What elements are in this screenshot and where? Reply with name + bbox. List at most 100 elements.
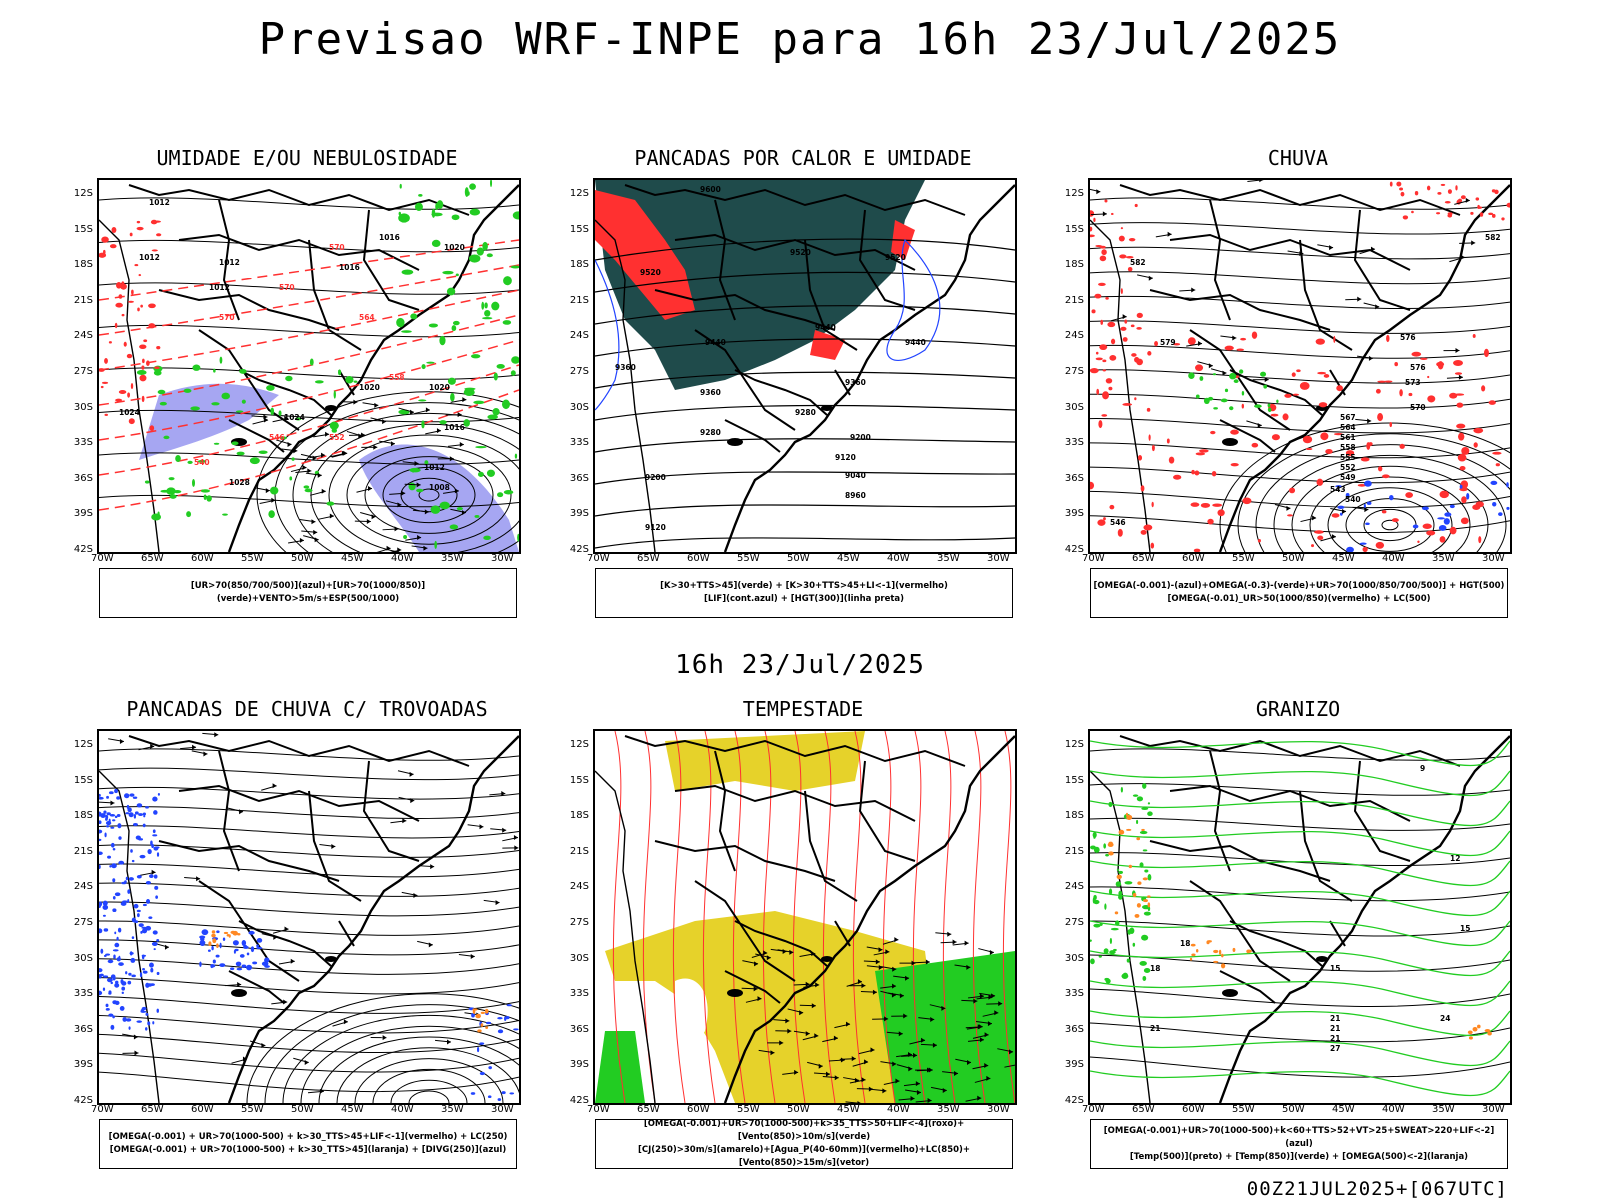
wind-arrowhead — [302, 465, 307, 471]
contour-value-label: 9200 — [645, 473, 666, 482]
storm-mark-blue — [116, 813, 121, 817]
rain-fill-red — [1427, 395, 1436, 403]
storm-mark-blue — [105, 1003, 109, 1008]
storm-mark-blue — [112, 1000, 118, 1005]
valid-time-title: 16h 23/Jul/2025 — [675, 650, 925, 680]
thickness-label-mark — [99, 368, 105, 372]
omega-mark-orange — [1116, 874, 1122, 880]
contour-line — [99, 844, 519, 858]
storm-mark-blue — [131, 936, 135, 940]
contour-value-label: 1012 — [209, 283, 230, 292]
rain-fill-red — [1148, 434, 1151, 441]
border-line — [724, 419, 781, 453]
rain-fill-red — [1360, 457, 1370, 462]
storm-mark-blue — [103, 810, 107, 814]
rain-fill-red — [1125, 256, 1134, 259]
storm-mark-blue — [106, 812, 111, 816]
temp850-contour-green — [1105, 853, 1109, 857]
storm-mark-blue — [100, 813, 106, 818]
longitude-tick-label: 55W — [241, 553, 264, 564]
rain-fill-blue — [1337, 505, 1345, 509]
latitude-tick-label: 39S — [1064, 1059, 1084, 1071]
contour-value-label: 582 — [1485, 233, 1501, 242]
rain-fill-green — [1208, 396, 1214, 401]
wind-arrowhead — [910, 1096, 915, 1102]
wind-arrowhead — [361, 432, 366, 438]
wind-arrowhead — [766, 955, 771, 961]
humidity-contour-green — [456, 506, 463, 511]
storm-mark-blue — [102, 914, 106, 917]
latitude-tick-label: 33S — [569, 988, 589, 1000]
storm-mark-blue — [222, 937, 226, 941]
thickness-label-mark — [121, 281, 125, 287]
legend-line: [OMEGA(-0.01)_UR>50(1000/850)(vermelho) … — [1167, 594, 1431, 604]
height-contour — [595, 438, 1015, 453]
contour-value-label: 1024 — [284, 413, 305, 422]
wind-arrowhead — [854, 1077, 859, 1083]
humidity-contour-green — [484, 309, 491, 317]
thickness-line — [99, 389, 519, 511]
wind-arrowhead — [994, 1010, 999, 1016]
longitude-tick-label: 70W — [1082, 553, 1105, 564]
rain-fill-red — [1472, 504, 1481, 510]
rain-fill-red — [1447, 212, 1453, 216]
latitude-tick-label: 27S — [1064, 917, 1084, 928]
lake-feature — [325, 405, 337, 411]
panel-legend: [UR>70(850/700/500)](azul)+[UR>70(1000/8… — [99, 568, 517, 618]
wind-arrowhead — [1460, 254, 1465, 260]
border-line — [1219, 419, 1276, 453]
wind-arrowhead — [770, 1050, 775, 1056]
rain-fill-red — [1103, 517, 1106, 521]
rain-fill-red — [1100, 319, 1104, 325]
contour-value-label: 573 — [1405, 378, 1421, 387]
rain-fill-red — [1193, 548, 1201, 552]
rain-fill-green — [1220, 398, 1228, 403]
omega-mark-orange — [1132, 892, 1137, 898]
wind-arrowhead — [423, 545, 428, 551]
storm-mark-blue — [136, 913, 140, 918]
wind-arrowhead — [313, 529, 318, 535]
contour-value-label: 9600 — [700, 185, 721, 194]
rain-fill-red — [1316, 478, 1324, 486]
wind-arrowhead — [1222, 370, 1227, 376]
storm-mark-blue — [99, 838, 102, 842]
storm-mark-blue — [200, 936, 205, 942]
wind-arrowhead — [916, 1090, 921, 1096]
rain-fill-blue — [1359, 542, 1367, 545]
wind-arrowhead — [794, 1069, 799, 1075]
rain-fill-red — [1191, 469, 1195, 475]
rain-fill-red — [1136, 312, 1143, 318]
latitude-tick-label: 21S — [1064, 845, 1084, 857]
storm-mark-blue — [102, 900, 108, 906]
wind-arrowhead — [875, 959, 880, 965]
low-pressure-contour — [382, 466, 476, 524]
wind-arrowhead — [1342, 509, 1347, 515]
wind-arrowhead — [263, 414, 268, 420]
wind-arrowhead — [825, 1071, 830, 1077]
contour-value-label: 1020 — [429, 383, 450, 392]
thickness-label-mark — [104, 413, 109, 417]
wind-arrowhead — [753, 986, 758, 992]
humidity-contour-green — [511, 356, 519, 364]
wind-arrowhead — [905, 975, 910, 981]
low-pressure-contour — [354, 1058, 504, 1103]
storm-mark-blue — [99, 820, 102, 825]
humidity-contour-green — [496, 363, 505, 369]
wind-arrowhead — [382, 419, 387, 425]
humidity-contour-green — [455, 273, 459, 277]
low-pressure-contour — [1291, 465, 1489, 552]
contour-value-label: 570 — [219, 313, 235, 322]
storm-mark-blue — [99, 796, 104, 800]
longitude-tick-label: 50W — [787, 1104, 810, 1115]
temp850-contour-green — [1103, 948, 1109, 954]
rain-fill-red — [1461, 446, 1470, 455]
humidity-contour-green — [482, 316, 493, 320]
temp850-contour-green — [1090, 860, 1510, 887]
storm-mark-blue — [252, 961, 258, 965]
omega-mark-orange — [1484, 1028, 1491, 1033]
omega-mark-orange — [1136, 837, 1141, 841]
wind-arrowhead — [1102, 211, 1107, 217]
wind-arrowhead — [984, 1032, 989, 1038]
wind-arrowhead — [1257, 422, 1262, 428]
rain-fill-red — [1120, 326, 1127, 331]
